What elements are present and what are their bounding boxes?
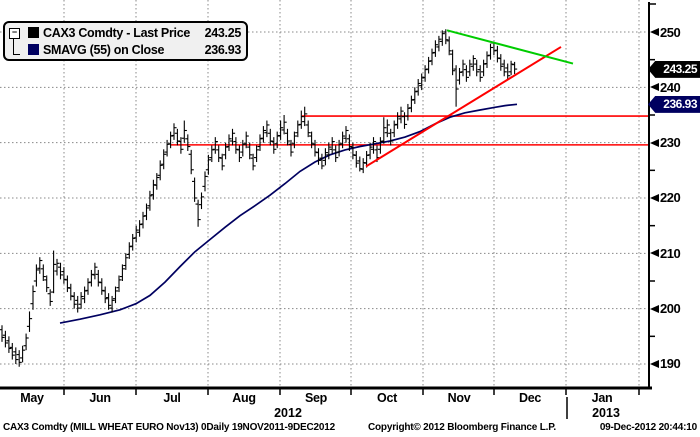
month-label: Jul — [163, 391, 181, 405]
month-label: Jun — [89, 391, 111, 405]
trend-lines — [365, 29, 574, 168]
year-label: 2012 — [274, 406, 302, 420]
price-tick-label: 190 — [650, 356, 681, 372]
tick-arrow-icon — [650, 359, 659, 368]
tick-arrow-icon — [650, 304, 659, 313]
tick-arrow-icon — [650, 83, 659, 92]
price-tick-value: 240 — [660, 79, 681, 95]
security-description: CAX3 Comdty (MILL WHEAT EURO Nov13) 0Dai… — [3, 422, 335, 433]
tick-arrow-icon — [650, 138, 659, 147]
legend-tree-control: − — [4, 28, 26, 60]
price-tick-label: 240 — [650, 79, 681, 95]
month-label: Aug — [232, 391, 256, 405]
last-value-badge: 236.93 — [648, 95, 700, 113]
support-resistance-lines — [171, 115, 649, 146]
price-tick-value: 250 — [660, 24, 681, 40]
timestamp: 09-Dec-2012 20:44:10 — [599, 422, 697, 433]
month-label: Nov — [447, 391, 471, 405]
month-label: Jan — [591, 391, 613, 405]
legend-label: CAX3 Comdty - Last Price — [43, 25, 191, 40]
legend-item-last-price[interactable]: CAX3 Comdty - Last Price 243.25 — [28, 24, 241, 41]
price-tick-value: 210 — [660, 245, 681, 261]
price-tick-label: 200 — [650, 301, 681, 317]
legend-value: 236.93 — [204, 42, 242, 57]
ohlc-bars — [0, 29, 518, 367]
chart-footer: CAX3 Comdty (MILL WHEAT EURO Nov13) 0Dai… — [0, 422, 700, 436]
legend-label: SMAVG (55) on Close — [43, 42, 165, 57]
price-tick-label: 230 — [650, 135, 681, 151]
month-label: Oct — [377, 391, 397, 405]
month-label: Dec — [518, 391, 542, 405]
legend-box: − CAX3 Comdty - Last Price 243.25 SMAVG … — [3, 21, 248, 61]
tick-arrow-icon — [650, 249, 659, 258]
price-tick-value: 190 — [660, 356, 681, 372]
price-tick-label: 220 — [650, 190, 681, 206]
legend-tree-line — [13, 38, 14, 55]
last-price-swatch-icon — [28, 27, 39, 38]
copyright-text: Copyright© 2012 Bloomberg Finance L.P. — [368, 422, 556, 433]
price-tick-label: 210 — [650, 245, 681, 261]
legend-collapse-icon[interactable]: − — [9, 28, 20, 39]
year-label: 2013 — [592, 406, 620, 420]
last-value-badge: 243.25 — [648, 60, 700, 78]
month-label: May — [20, 391, 44, 405]
sma-line — [59, 103, 518, 324]
tick-arrow-icon — [650, 28, 659, 36]
price-tick-value: 220 — [660, 190, 681, 206]
smavg-swatch-icon — [28, 44, 39, 55]
price-tick-value: 230 — [660, 135, 681, 151]
price-tick-value: 200 — [660, 301, 681, 317]
price-tick-label: 250 — [650, 24, 681, 40]
legend-value: 243.25 — [204, 25, 242, 40]
tick-arrow-icon — [650, 193, 659, 202]
legend-item-smavg[interactable]: SMAVG (55) on Close 236.93 — [28, 41, 241, 58]
axis-frame — [0, 2, 656, 419]
legend-tree-line — [13, 54, 20, 55]
month-label: Sep — [304, 391, 328, 405]
